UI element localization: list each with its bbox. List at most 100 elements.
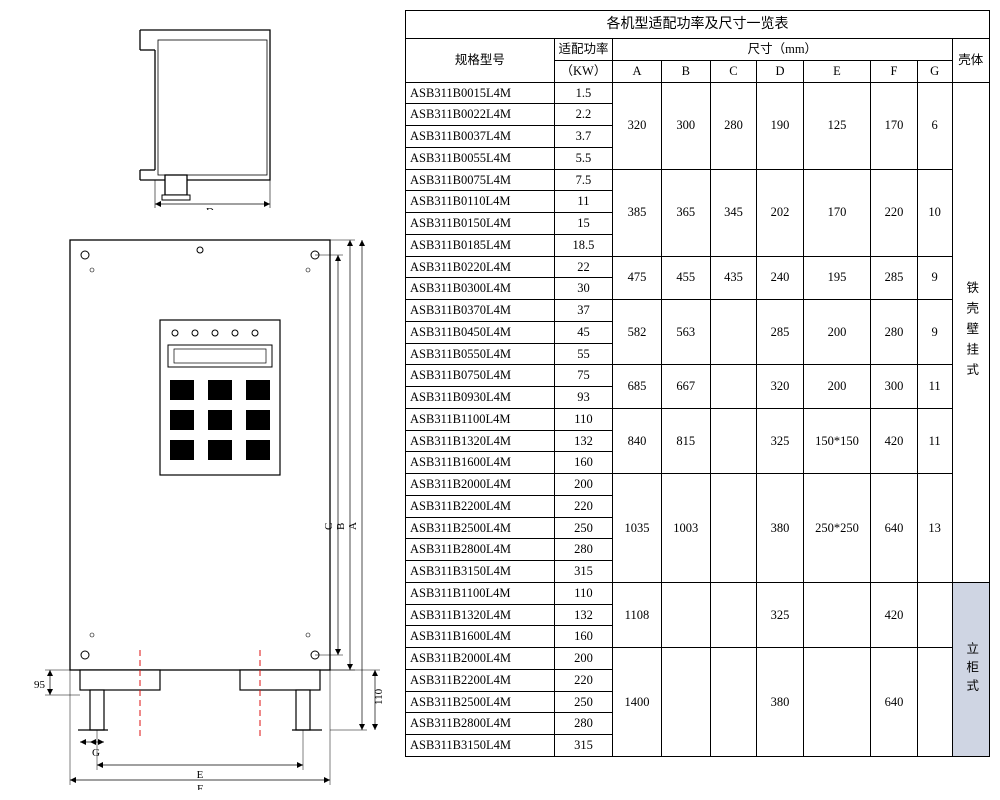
table-cell-model: ASB311B3150L4M [406, 735, 555, 757]
dim-label-B: B [335, 523, 347, 530]
table-cell-dim-C: 280 [710, 82, 757, 169]
table-title: 各机型适配功率及尺寸一览表 [406, 11, 990, 39]
table-cell-kw: 37 [554, 300, 612, 322]
dim-label-F: F [197, 783, 203, 790]
hdr-E: E [803, 60, 870, 82]
table-cell-dim-C [710, 408, 757, 473]
table-cell-dim-B: 365 [661, 169, 710, 256]
table-cell-kw: 250 [554, 517, 612, 539]
dim-label-A: A [347, 522, 359, 530]
table-cell-model: ASB311B1320L4M [406, 604, 555, 626]
table-cell-dim-B: 563 [661, 300, 710, 365]
table-cell-kw: 30 [554, 278, 612, 300]
table-cell-dim-E: 150*150 [803, 408, 870, 473]
table-cell-dim-B: 1003 [661, 474, 710, 583]
table-cell-kw: 110 [554, 582, 612, 604]
table-cell-dim-B: 667 [661, 365, 710, 409]
table-cell-kw: 280 [554, 713, 612, 735]
table-cell-dim-G [917, 648, 952, 757]
table-cell-model: ASB311B1600L4M [406, 626, 555, 648]
table-cell-kw: 220 [554, 669, 612, 691]
table-cell-model: ASB311B0220L4M [406, 256, 555, 278]
hdr-power: 适配功率 [554, 39, 612, 61]
table-cell-dim-C [710, 300, 757, 365]
table-cell-dim-E: 125 [803, 82, 870, 169]
shell-type-wall: 铁壳壁挂式 [952, 82, 989, 582]
shell-type-cabinet: 立柜式 [952, 582, 989, 756]
table-cell-kw: 45 [554, 321, 612, 343]
table-cell-kw: 132 [554, 430, 612, 452]
hdr-dims: 尺寸（mm） [613, 39, 953, 61]
table-cell-dim-G: 9 [917, 256, 952, 300]
table-cell-model: ASB311B2200L4M [406, 669, 555, 691]
table-cell-model: ASB311B1600L4M [406, 452, 555, 474]
table-cell-dim-D: 285 [757, 300, 804, 365]
hdr-C: C [710, 60, 757, 82]
table-cell-model: ASB311B2800L4M [406, 539, 555, 561]
table-cell-dim-F: 220 [871, 169, 918, 256]
table-cell-dim-D: 380 [757, 648, 804, 757]
table-cell-kw: 132 [554, 604, 612, 626]
table-cell-dim-E: 170 [803, 169, 870, 256]
table-cell-model: ASB311B0110L4M [406, 191, 555, 213]
hdr-shell: 壳体 [952, 39, 989, 83]
dim-label-E: E [197, 769, 204, 781]
table-cell-model: ASB311B0185L4M [406, 234, 555, 256]
table-cell-model: ASB311B0300L4M [406, 278, 555, 300]
table-cell-dim-F: 420 [871, 582, 918, 647]
table-cell-model: ASB311B0037L4M [406, 126, 555, 148]
table-cell-dim-B: 300 [661, 82, 710, 169]
table-cell-dim-C: 435 [710, 256, 757, 300]
table-cell-kw: 22 [554, 256, 612, 278]
table-cell-model: ASB311B2000L4M [406, 648, 555, 670]
table-cell-kw: 160 [554, 452, 612, 474]
table-cell-dim-E [803, 648, 870, 757]
table-cell-model: ASB311B3150L4M [406, 561, 555, 583]
table-cell-dim-F: 170 [871, 82, 918, 169]
table-cell-kw: 7.5 [554, 169, 612, 191]
table-cell-dim-C [710, 582, 757, 647]
table-cell-dim-E: 200 [803, 300, 870, 365]
table-cell-kw: 160 [554, 626, 612, 648]
table-cell-dim-C [710, 648, 757, 757]
hdr-B: B [661, 60, 710, 82]
table-cell-model: ASB311B0930L4M [406, 387, 555, 409]
table-cell-kw: 11 [554, 191, 612, 213]
table-cell-kw: 18.5 [554, 234, 612, 256]
table-cell-dim-C [710, 365, 757, 409]
table-cell-kw: 93 [554, 387, 612, 409]
table-cell-model: ASB311B2800L4M [406, 713, 555, 735]
table-cell-kw: 55 [554, 343, 612, 365]
table-cell-model: ASB311B0015L4M [406, 82, 555, 104]
table-cell-model: ASB311B0450L4M [406, 321, 555, 343]
table-cell-dim-D: 190 [757, 82, 804, 169]
table-cell-dim-G: 11 [917, 365, 952, 409]
table-cell-kw: 75 [554, 365, 612, 387]
table-cell-kw: 3.7 [554, 126, 612, 148]
table-cell-dim-F: 280 [871, 300, 918, 365]
table-cell-dim-F: 640 [871, 648, 918, 757]
table-cell-model: ASB311B2000L4M [406, 474, 555, 496]
table-cell-model: ASB311B1100L4M [406, 408, 555, 430]
table-cell-dim-D: 380 [757, 474, 804, 583]
table-cell-kw: 110 [554, 408, 612, 430]
hdr-kw: （KW） [554, 60, 612, 82]
table-cell-dim-D: 325 [757, 582, 804, 647]
table-cell-model: ASB311B0055L4M [406, 147, 555, 169]
hdr-G: G [917, 60, 952, 82]
dim-label-G: G [92, 747, 100, 759]
table-cell-dim-G: 11 [917, 408, 952, 473]
table-cell-model: ASB311B0150L4M [406, 213, 555, 235]
table-cell-model: ASB311B2500L4M [406, 517, 555, 539]
table-cell-dim-G: 6 [917, 82, 952, 169]
dim-label-C: C [323, 523, 335, 530]
diagram-side-view: D [10, 20, 390, 210]
table-cell-dim-G: 13 [917, 474, 952, 583]
diagram-panel: D [10, 10, 390, 770]
table-cell-dim-B [661, 648, 710, 757]
table-cell-dim-A: 320 [613, 82, 662, 169]
dim-label-110: 110 [373, 688, 385, 705]
table-cell-dim-B: 455 [661, 256, 710, 300]
spec-table: 各机型适配功率及尺寸一览表 规格型号 适配功率 尺寸（mm） 壳体 （KW） A… [405, 10, 990, 757]
table-cell-kw: 315 [554, 735, 612, 757]
